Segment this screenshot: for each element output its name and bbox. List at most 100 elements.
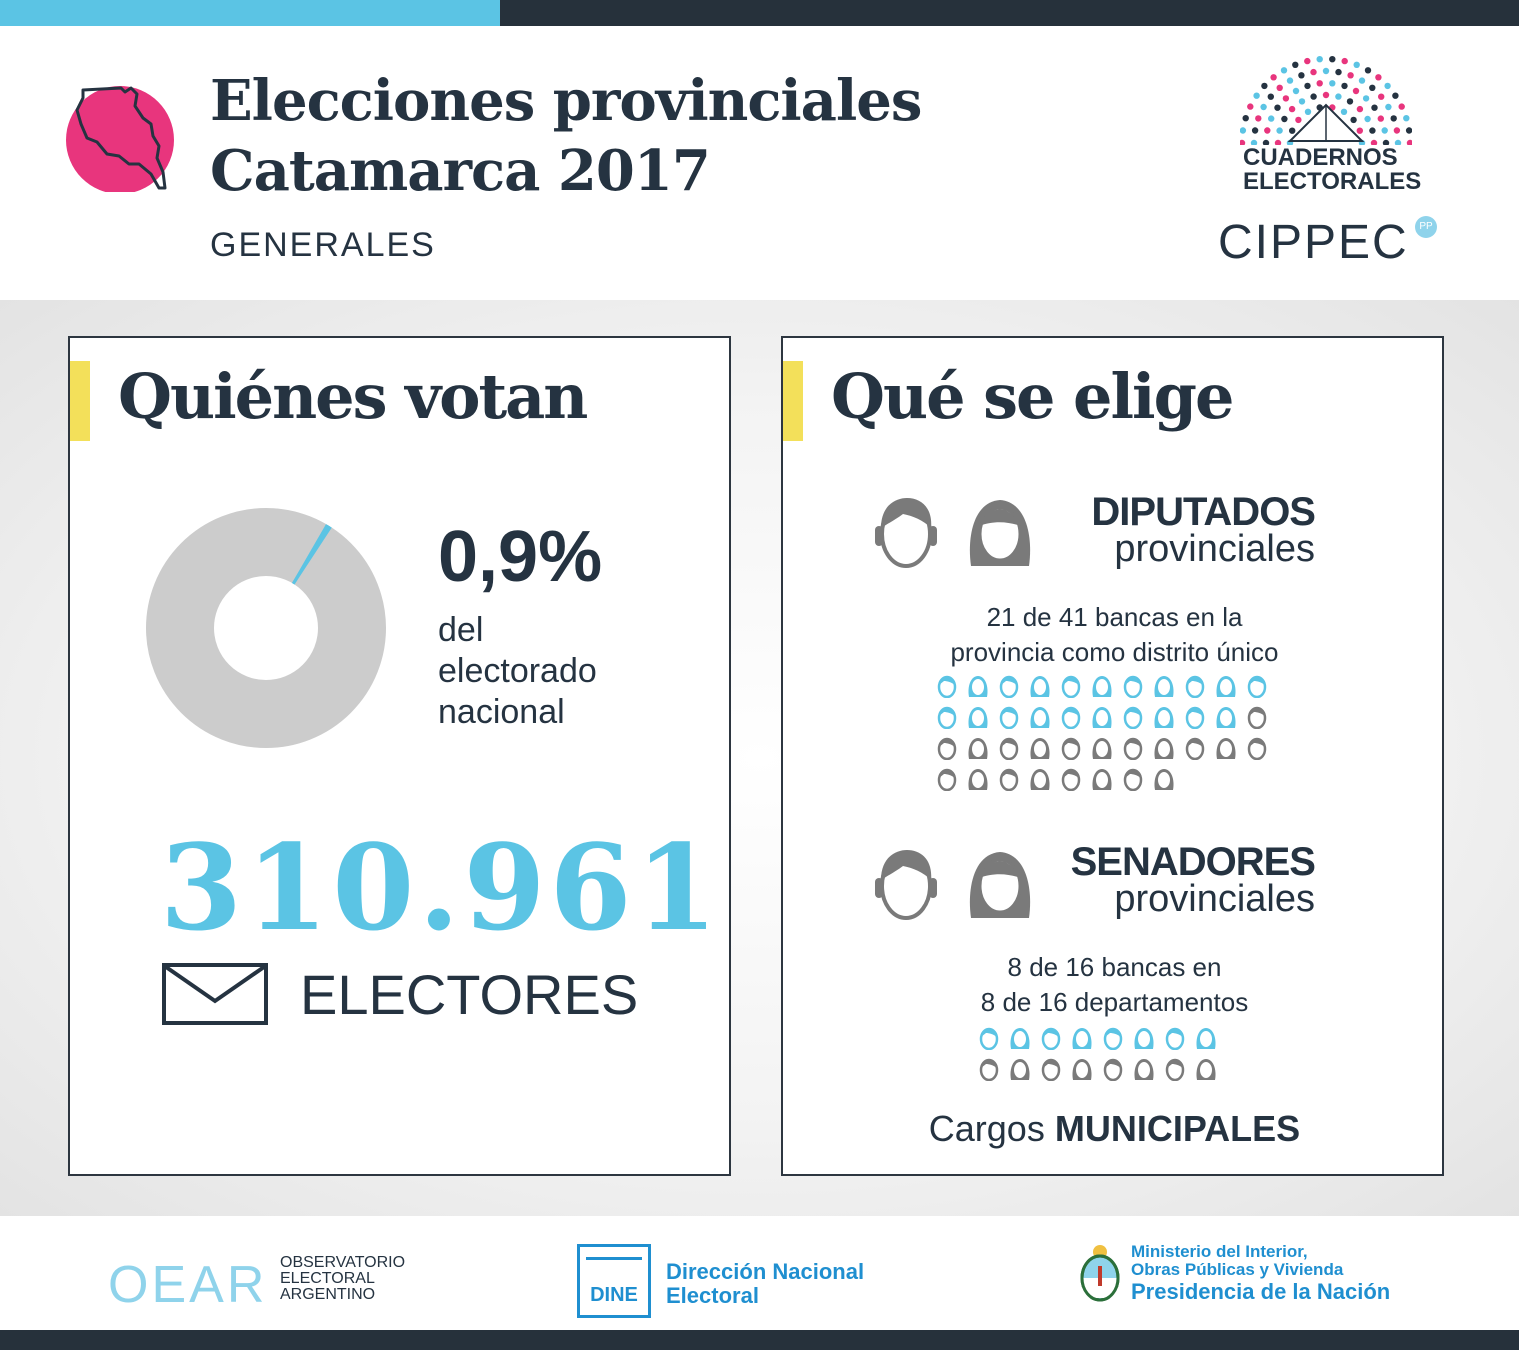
seat-elected-icon (1123, 706, 1143, 729)
seat-elected-icon (1216, 707, 1236, 728)
seat-elected-icon (1030, 707, 1050, 728)
seat-elected-icon (999, 706, 1019, 729)
national-emblem-icon (1080, 1245, 1120, 1302)
seat-elected-icon (968, 676, 988, 697)
seat-elected-icon (1134, 1028, 1154, 1049)
ministerio-text: Ministerio del Interior, Obras Públicas … (1131, 1243, 1390, 1305)
seat-other-icon (1010, 1059, 1030, 1080)
seat-other-icon (1247, 737, 1267, 760)
seat-other-icon (968, 738, 988, 759)
header (0, 26, 1519, 300)
seat-elected-icon (968, 707, 988, 728)
seat-elected-icon (999, 675, 1019, 698)
seat-elected-icon (1185, 706, 1205, 729)
ministerio-line-2: Obras Públicas y Vivienda (1131, 1260, 1344, 1279)
seat-elected-icon (1123, 675, 1143, 698)
seat-elected-icon (937, 675, 957, 698)
voter-label: ELECTORES (300, 963, 639, 1026)
seat-elected-icon (1247, 675, 1267, 698)
electorate-donut-chart (146, 508, 386, 748)
donut-slice-marker (291, 525, 331, 585)
top-bar-accent (0, 0, 500, 26)
panel-quienes-votan: Quiénes votan 0,9% del electorado nacion… (68, 336, 731, 1176)
dine-text: Dirección Nacional Electoral (666, 1260, 864, 1308)
seat-elected-icon (1092, 676, 1112, 697)
seat-other-icon (1092, 738, 1112, 759)
senadores-label: SENADORES (1070, 840, 1316, 884)
dine-line-1: Dirección Nacional (666, 1259, 865, 1284)
male-person-icon (875, 850, 937, 920)
seat-elected-icon (937, 706, 957, 729)
diputados-desc-line-2: provincia como distrito único (950, 637, 1279, 667)
seat-other-icon (1061, 768, 1081, 791)
envelope-icon (162, 963, 268, 1025)
bottom-bar (0, 1330, 1519, 1350)
seat-other-icon (979, 1058, 999, 1081)
seat-elected-icon (1072, 1028, 1092, 1049)
seat-elected-icon (1041, 1027, 1061, 1050)
oear-line-3: ARGENTINO (280, 1286, 376, 1303)
seat-other-icon (1165, 1058, 1185, 1081)
ministerio-line-1: Ministerio del Interior, (1131, 1242, 1308, 1261)
diputados-description: 21 de 41 bancas en la provincia como dis… (783, 600, 1446, 670)
seat-elected-icon (1061, 706, 1081, 729)
cippec-logo: CIPPEC (1218, 216, 1409, 269)
seat-other-icon (1134, 1059, 1154, 1080)
seat-other-icon (1041, 1058, 1061, 1081)
cargos-municipales: Cargos MUNICIPALES (783, 1108, 1446, 1150)
top-bar (0, 0, 1519, 26)
diputados-label: DIPUTADOS (1091, 490, 1316, 534)
electorate-percent: 0,9% (438, 517, 603, 597)
percent-desc-line-3: nacional (438, 693, 565, 731)
panel-accent-bar (70, 361, 90, 441)
senadores-desc-line-2: 8 de 16 departamentos (980, 987, 1249, 1017)
diputados-desc-line-1: 21 de 41 bancas en la (986, 602, 1243, 632)
oear-text: OBSERVATORIO ELECTORAL ARGENTINO (280, 1255, 405, 1303)
cargos-bold: MUNICIPALES (1054, 1108, 1301, 1149)
seat-other-icon (1092, 769, 1112, 790)
cargos-prefix: Cargos (928, 1108, 1045, 1149)
female-person-icon (969, 852, 1031, 918)
seat-elected-icon (1092, 707, 1112, 728)
oear-logo: OEAR (108, 1256, 268, 1314)
oear-line-2: ELECTORAL (280, 1270, 375, 1287)
seat-other-icon (937, 737, 957, 760)
seat-other-icon (999, 768, 1019, 791)
seat-other-icon (1030, 769, 1050, 790)
seat-other-icon (1247, 706, 1267, 729)
seat-other-icon (1154, 738, 1174, 759)
male-person-icon (875, 498, 937, 568)
senadores-description: 8 de 16 bancas en 8 de 16 departamentos (783, 950, 1446, 1020)
electorate-percent-description: del electorado nacional (438, 610, 597, 733)
percent-desc-line-1: del (438, 611, 484, 649)
panel-title-que: Qué se elige (831, 360, 1234, 433)
seat-elected-icon (1196, 1028, 1216, 1049)
seat-other-icon (1061, 737, 1081, 760)
cippec-badge-icon: PP (1415, 216, 1437, 238)
seat-elected-icon (1165, 1027, 1185, 1050)
seat-other-icon (937, 768, 957, 791)
seat-elected-icon (1030, 676, 1050, 697)
seat-elected-icon (1185, 675, 1205, 698)
panel-accent-bar (783, 361, 803, 441)
seat-other-icon (1072, 1059, 1092, 1080)
cuadernos-logo-text: CUADERNOS ELECTORALES (1243, 146, 1421, 194)
page-title: Elecciones provinciales Catamarca 2017 (210, 66, 922, 206)
dine-line-2: Electoral (666, 1283, 759, 1308)
seat-other-icon (968, 769, 988, 790)
voter-count: 310.961 (160, 818, 722, 957)
dine-logo-text: DINE (590, 1284, 638, 1306)
catamarca-map-icon (66, 86, 174, 192)
donut-base (146, 508, 386, 748)
seat-elected-icon (979, 1027, 999, 1050)
ministerio-line-3: Presidencia de la Nación (1131, 1279, 1391, 1304)
diputados-sublabel: provinciales (1114, 528, 1315, 570)
senadores-desc-line-1: 8 de 16 bancas en (1007, 952, 1222, 982)
seat-elected-icon (1216, 676, 1236, 697)
seat-elected-icon (1154, 707, 1174, 728)
seat-other-icon (1103, 1058, 1123, 1081)
logo-line-2: ELECTORALES (1243, 168, 1422, 195)
logo-line-1: CUADERNOS (1243, 144, 1398, 171)
seat-other-icon (1123, 737, 1143, 760)
page-subtitle: GENERALES (210, 226, 436, 264)
